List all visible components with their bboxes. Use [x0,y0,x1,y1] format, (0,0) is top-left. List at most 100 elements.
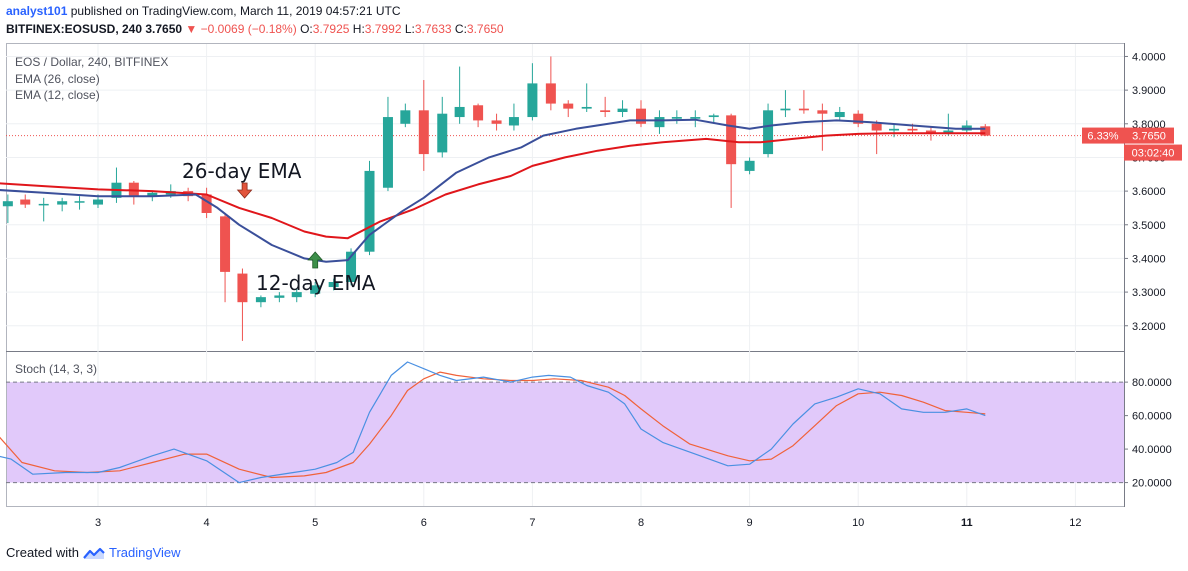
stoch-tick-label: 80.0000 [1132,377,1172,389]
price-tag-label: 3.7650 [1132,131,1166,143]
symbol-name: BITFINEX:EOSUSD, 240 [6,22,143,36]
ema-lines [0,118,986,263]
ema12-line [0,118,986,263]
open-label: O: [300,22,313,36]
candle-up [690,117,701,119]
price-change: −0.0069 (−0.18%) [200,22,297,36]
stoch-d-line [0,371,986,479]
low-label: L: [404,22,415,36]
candle-down [636,108,646,124]
candle-up [437,113,448,153]
candle-down [726,115,737,165]
price-tick-label: 3.9000 [1132,85,1166,97]
stoch-pane [0,361,1124,484]
timer-tag-bg [1124,144,1182,161]
candle-up [654,117,665,128]
candle-up [527,83,538,118]
high-label: H: [352,22,365,36]
tradingview-brand[interactable]: TradingView [108,545,181,560]
ema12-legend: EMA (12, close) [15,88,100,102]
candle-down [201,194,212,213]
close-value: 3.7650 [466,22,504,36]
x-tick-label: 6 [421,517,427,529]
candle-up [581,106,592,109]
candle-up [38,203,49,206]
open-value: 3.7925 [312,22,350,36]
publish-info: analyst101 published on TradingView.com,… [6,4,401,18]
candle-up [364,170,375,252]
candle-up [617,108,628,113]
x-tick-label: 11 [961,517,973,529]
down-arrow-icon: ▼ [185,22,198,36]
candle-down [220,216,231,272]
percent-tag-label: 6.33% [1087,131,1118,143]
ema26-line [0,132,986,240]
candle-down [980,126,991,136]
candle-down [853,113,864,124]
candle-down [491,120,502,124]
down-arrow-marker-icon [236,182,253,199]
tradingview-logo-icon [83,547,105,559]
candle-down [473,105,484,121]
ema26-annotation: 26-day EMA [182,159,302,183]
price-tick-label: 3.3000 [1132,287,1166,299]
candle-up [74,201,85,203]
candles [2,56,991,341]
x-tick-label: 7 [529,517,535,529]
candle-down [418,110,429,155]
stoch-k-line [0,361,986,484]
candle-up [328,281,339,288]
candle-up [454,106,465,118]
candle-up [291,292,302,298]
stoch-legend: Stoch (14, 3, 3) [15,362,98,376]
price-tick-label: 3.4000 [1132,253,1166,265]
x-tick-label: 4 [204,517,210,529]
price-tag-bg [1124,127,1174,144]
candle-up [708,115,719,118]
candle-down [871,123,882,131]
price-tick-label: 4.0000 [1132,51,1166,63]
candle-down [600,110,611,113]
candle-up [889,128,900,131]
candle-up [274,295,285,298]
candle-up [147,192,158,197]
candle-up [834,112,845,118]
x-tick-label: 9 [747,517,753,529]
stoch-band [7,382,1124,483]
candle-up [2,201,13,207]
footer: Created with TradingView [6,545,181,560]
candle-down [20,199,31,205]
price-tag: 6.33% 3.7650 03:02:40 [1082,127,1182,161]
high-value: 3.7992 [364,22,402,36]
candle-up [671,117,682,119]
candle-down [545,83,556,104]
candle-up [93,199,103,205]
candle-down [907,128,918,131]
candle-down [798,108,809,111]
close-label: C: [454,22,467,36]
candle-down [237,273,248,303]
candle-up [57,201,68,205]
stoch-tick-label: 40.0000 [1132,444,1172,456]
symbol-info: BITFINEX:EOSUSD, 240 3.7650 ▼ −0.0069 (−… [6,22,504,36]
ema26-legend: EMA (26, close) [15,72,100,86]
low-value: 3.7633 [414,22,452,36]
created-with-text: Created with [6,545,79,560]
last-price: 3.7650 [145,22,183,36]
candle-up [943,130,954,134]
timer-tag-label: 03:02:40 [1132,148,1175,160]
ema12-annotation: 12-day EMA [256,271,376,295]
candle-up [780,108,791,111]
x-tick-label: 5 [312,517,318,529]
candle-up [744,160,755,171]
x-tick-label: 10 [852,517,864,529]
up-arrow-marker-icon [307,251,324,269]
stoch-tick-label: 20.0000 [1132,478,1172,490]
candle-up [310,285,321,294]
candle-down [563,103,574,109]
markers [236,182,324,269]
x-tick-label: 3 [95,517,101,529]
author-link[interactable]: analyst101 [6,4,68,18]
price-tick-label: 3.5000 [1132,220,1166,232]
